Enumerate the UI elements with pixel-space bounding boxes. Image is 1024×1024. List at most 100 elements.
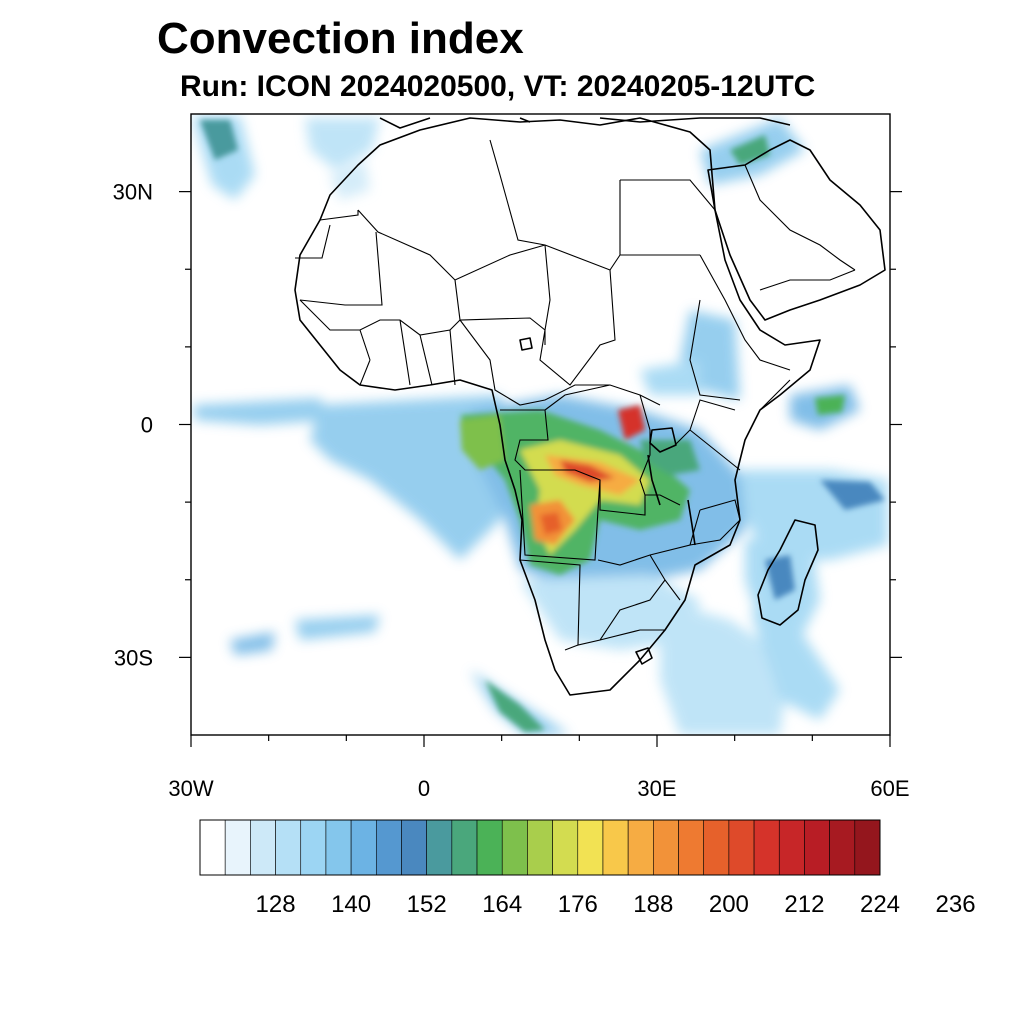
colorbar-swatch [224,819,251,876]
colorbar-swatch [577,819,604,876]
field-sahara-north [330,160,370,200]
colorbar-tick-label: 128 [256,891,296,918]
colorbar-swatch [426,819,453,876]
lat-tick-label: 30N [113,180,153,205]
colorbar-swatch [829,819,856,876]
colorbar-swatch [653,819,679,876]
lat-tick-label: 30S [114,645,153,670]
colorbar-swatch [678,819,705,876]
colorbar [199,819,881,876]
colorbar-swatch [627,819,654,876]
field-gulf-green [460,415,505,470]
field-madagascar-core [765,555,795,600]
country-borders [295,139,856,651]
field-east-coast [750,610,840,720]
border-libya [489,139,621,271]
field-east-green [640,440,700,475]
mediterranean-north [379,117,791,129]
colorbar-tick-label: 200 [709,891,749,918]
map-subtitle: Run: ICON 2024020500, VT: 20240205-12UTC [180,70,816,103]
colorbar-tick-label: 236 [936,891,976,918]
map-title: Convection index [157,14,524,63]
field-med-west [305,118,380,170]
colorbar-swatch [527,819,553,876]
colorbar-swatch [602,819,629,876]
border-ethiopia [689,254,791,401]
field-core-red-south [540,512,562,535]
convection-field [192,116,888,735]
axis-tick-labels: 30N 0 30S 30W 0 30E 60E [113,180,910,801]
border-algeria-mali [357,209,546,281]
field-middle-east-core [730,135,770,165]
lake-tanganyika [647,454,661,506]
colorbar-swatch [778,819,805,876]
lesotho [635,647,653,665]
border-egypt-sudan [620,179,716,256]
arabia-coastline [707,139,886,321]
border-western-sahara [295,210,359,259]
lon-tick-label: 0 [418,776,430,801]
colorbar-swatch [401,819,427,876]
border-niger-chad [454,279,546,345]
border-west-africa [299,299,461,386]
colorbar-swatch [804,819,830,876]
field-sw-plume [470,670,570,735]
lake-malawi [687,499,696,546]
border-tanzania-kenya [674,399,741,471]
border-sudan-chad [539,244,616,386]
field-sw-plume-core [485,680,545,732]
colorbar-swatch [275,819,302,876]
field-nw-core [200,120,238,160]
lon-tick-label: 60E [870,776,909,801]
border-mauritania-mali [299,231,383,306]
colorbar-tick-label: 152 [407,891,447,918]
colorbar-swatch [854,819,881,876]
colorbar-swatch [753,819,780,876]
colorbar-tick-label: 140 [331,891,371,918]
lat-tick-label: 0 [141,413,153,438]
field-south-atlantic [295,615,380,640]
colorbar-frame [199,819,881,876]
border-arabia [744,164,856,291]
border-nigeria-cameroon [459,319,661,406]
colorbar-swatch [552,819,579,876]
colorbar-labels: 128 140 152 164 176 188 200 212 224 236 [256,891,976,918]
colorbar-swatch [350,819,377,876]
lake-chad [519,337,533,351]
colorbar-swatch [451,819,478,876]
field-south-atlantic-west [230,632,275,655]
border-mozambique [689,499,741,546]
field-eq-atlantic [193,398,330,425]
border-somalia [744,379,791,441]
border-angola [519,469,601,561]
colorbar-tick-label: 212 [784,891,824,918]
field-horn [640,360,700,395]
colorbar-swatch [375,819,402,876]
colorbar-tick-label: 188 [633,891,673,918]
field-core-red-north [560,460,615,482]
border-drc-east [639,394,651,496]
colorbar-swatch [325,819,352,876]
colorbar-swatch [250,819,276,876]
field-se-ocean [660,600,790,735]
colorbar-swatch [501,819,528,876]
border-south-africa [564,629,665,651]
field-indian-ocean-core [820,480,885,510]
colorbar-tick-label: 176 [558,891,598,918]
lon-tick-label: 30W [168,776,213,801]
lon-tick-label: 30E [637,776,676,801]
madagascar [757,519,819,626]
colorbar-swatch [300,819,327,876]
field-lake-victoria-cell [618,405,645,440]
colorbar-swatch [476,819,503,876]
field-seychelles-core [815,395,845,415]
axis-ticks [179,191,902,747]
colorbar-swatch [703,819,730,876]
colorbar-tick-label: 224 [860,891,900,918]
coastlines [294,117,886,696]
africa-coastline [294,117,821,696]
colorbar-swatch [199,819,226,876]
colorbar-tick-label: 164 [482,891,522,918]
colorbar-swatch [728,819,755,876]
